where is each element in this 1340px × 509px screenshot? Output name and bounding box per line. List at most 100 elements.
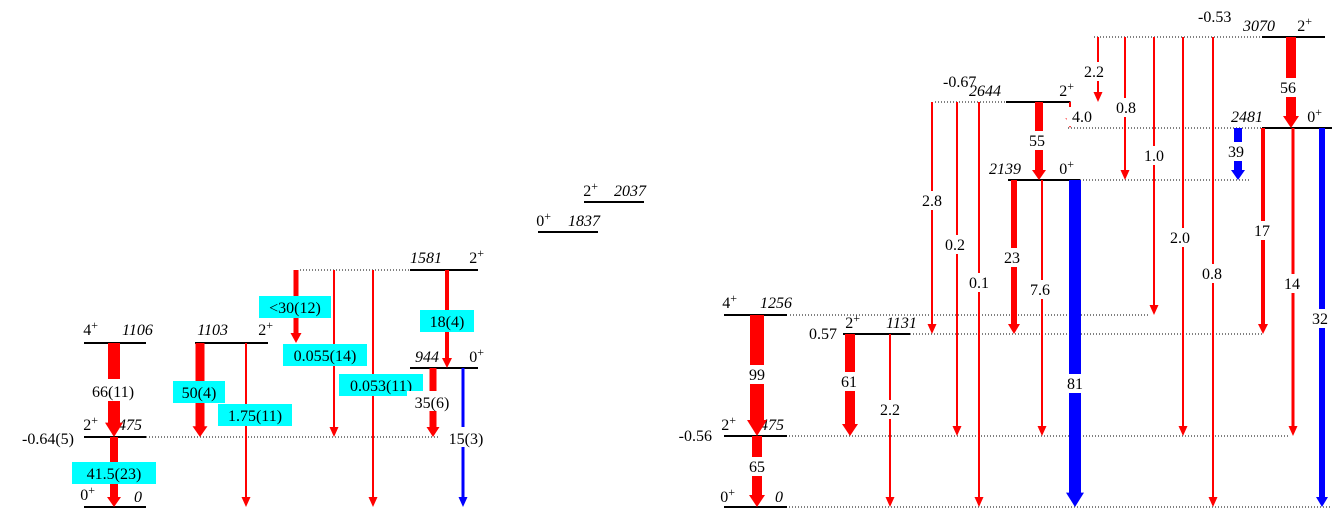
intensity-label: 15(3): [449, 431, 484, 448]
moment-label: -0.67: [943, 74, 976, 91]
label-background: [1196, 264, 1228, 283]
spin-label: 0+: [80, 483, 95, 504]
intensity-label: 17: [1254, 223, 1270, 240]
label-highlight: [339, 374, 423, 396]
intensity-label: 32: [1312, 311, 1328, 328]
intensity-label: 35(6): [415, 395, 450, 412]
intensity-label: 2.0: [1170, 230, 1190, 247]
transition-arrow: [952, 102, 962, 436]
spin-label: 2+: [1059, 79, 1074, 100]
spin-label: 0+: [1307, 105, 1322, 126]
energy-label: 1581: [410, 250, 442, 267]
label-background: [939, 235, 971, 254]
intensity-label: 0.053(11): [350, 378, 412, 395]
energy-label: 944: [415, 349, 439, 366]
energy-label: 3070: [1242, 18, 1275, 35]
label-highlight: [173, 381, 225, 403]
transition-arrow: [927, 102, 937, 334]
energy-label: 2644: [969, 83, 1001, 100]
energy-label: 2481: [1231, 109, 1263, 126]
moment-label: 0.57: [809, 326, 837, 343]
intensity-label: 0.2: [945, 237, 965, 254]
intensity-label: 2.2: [1084, 64, 1104, 81]
spin-label: 2+: [583, 179, 598, 200]
label-background: [838, 372, 860, 391]
intensity-label: 55: [1029, 133, 1045, 150]
spin-label: 0+: [1059, 157, 1074, 178]
intensity-label: 61: [841, 374, 857, 391]
moment-label: -0.53: [1198, 9, 1231, 26]
spin-label: 2+: [1297, 14, 1312, 35]
energy-label: 1256: [760, 295, 792, 312]
intensity-label: 0.1: [969, 275, 989, 292]
moment-label: -0.56: [679, 428, 712, 445]
intensity-label: 0.8: [1116, 100, 1136, 117]
label-background: [1251, 221, 1273, 240]
label-highlight: [259, 296, 331, 318]
spin-label: 0+: [720, 485, 735, 506]
intensity-label: 66(11): [92, 384, 134, 401]
label-background: [1001, 248, 1023, 267]
energy-label: 2037: [614, 183, 647, 200]
energy-label: 475: [118, 417, 142, 434]
label-background: [1024, 280, 1056, 299]
spin-label: 2+: [721, 413, 736, 434]
intensity-label: 0.8: [1202, 266, 1222, 283]
intensity-label: 23: [1004, 250, 1020, 267]
label-background: [1138, 146, 1170, 165]
intensity-label: 2.2: [880, 402, 900, 419]
spin-label: 4+: [722, 291, 737, 312]
label-background: [1110, 98, 1142, 117]
intensity-label: <30(12): [269, 300, 321, 317]
energy-label: 0: [775, 489, 783, 506]
label-highlight: [420, 310, 474, 332]
intensity-label: 50(4): [182, 385, 217, 402]
label-background: [445, 427, 487, 447]
transition-arrow: [1149, 37, 1159, 315]
transition-arrow: [1066, 180, 1084, 507]
label-background: [916, 191, 948, 210]
energy-label: 1103: [197, 322, 228, 339]
spin-label: 0+: [536, 209, 551, 230]
intensity-label: 99: [749, 367, 765, 384]
spin-label: 2+: [845, 311, 860, 332]
transition-arrow: [885, 334, 895, 507]
intensity-label: 65: [749, 459, 765, 476]
intensity-label: 1.0: [1144, 148, 1164, 165]
label-background: [746, 457, 768, 476]
transition-arrow: [974, 102, 984, 507]
intensity-label: 41.5(23): [87, 466, 142, 483]
energy-label: 2139: [989, 161, 1021, 178]
energy-label: 1837: [568, 213, 601, 230]
label-background: [1164, 228, 1196, 247]
intensity-label: 4.0: [1072, 109, 1092, 126]
intensity-label: 14: [1284, 276, 1300, 293]
label-background: [1078, 62, 1110, 81]
intensity-label: 2.8: [922, 193, 942, 210]
intensity-label: 56: [1280, 80, 1296, 97]
spin-label: 0+: [469, 345, 484, 366]
label-background: [1281, 274, 1303, 293]
label-background: [874, 400, 906, 419]
spin-label: 4+: [83, 318, 98, 339]
energy-label: 0: [134, 489, 142, 506]
label-background: [1225, 142, 1247, 161]
spin-label: 2+: [258, 318, 273, 339]
intensity-label: 7.6: [1030, 282, 1050, 299]
label-highlight: [72, 462, 156, 484]
label-background: [963, 273, 995, 292]
transition-arrow: [1037, 180, 1047, 436]
spin-label: 2+: [83, 413, 98, 434]
label-background: [746, 365, 768, 384]
label-background: [80, 379, 146, 401]
label-background: [1064, 374, 1086, 393]
label-background: [1277, 78, 1299, 97]
label-background: [407, 391, 457, 411]
label-background: [1309, 309, 1331, 328]
intensity-label: 39: [1228, 144, 1244, 161]
energy-label: 1131: [886, 315, 917, 332]
intensity-label: 81: [1067, 376, 1083, 393]
intensity-label: 1.75(11): [228, 408, 282, 425]
label-highlight: [283, 344, 367, 366]
